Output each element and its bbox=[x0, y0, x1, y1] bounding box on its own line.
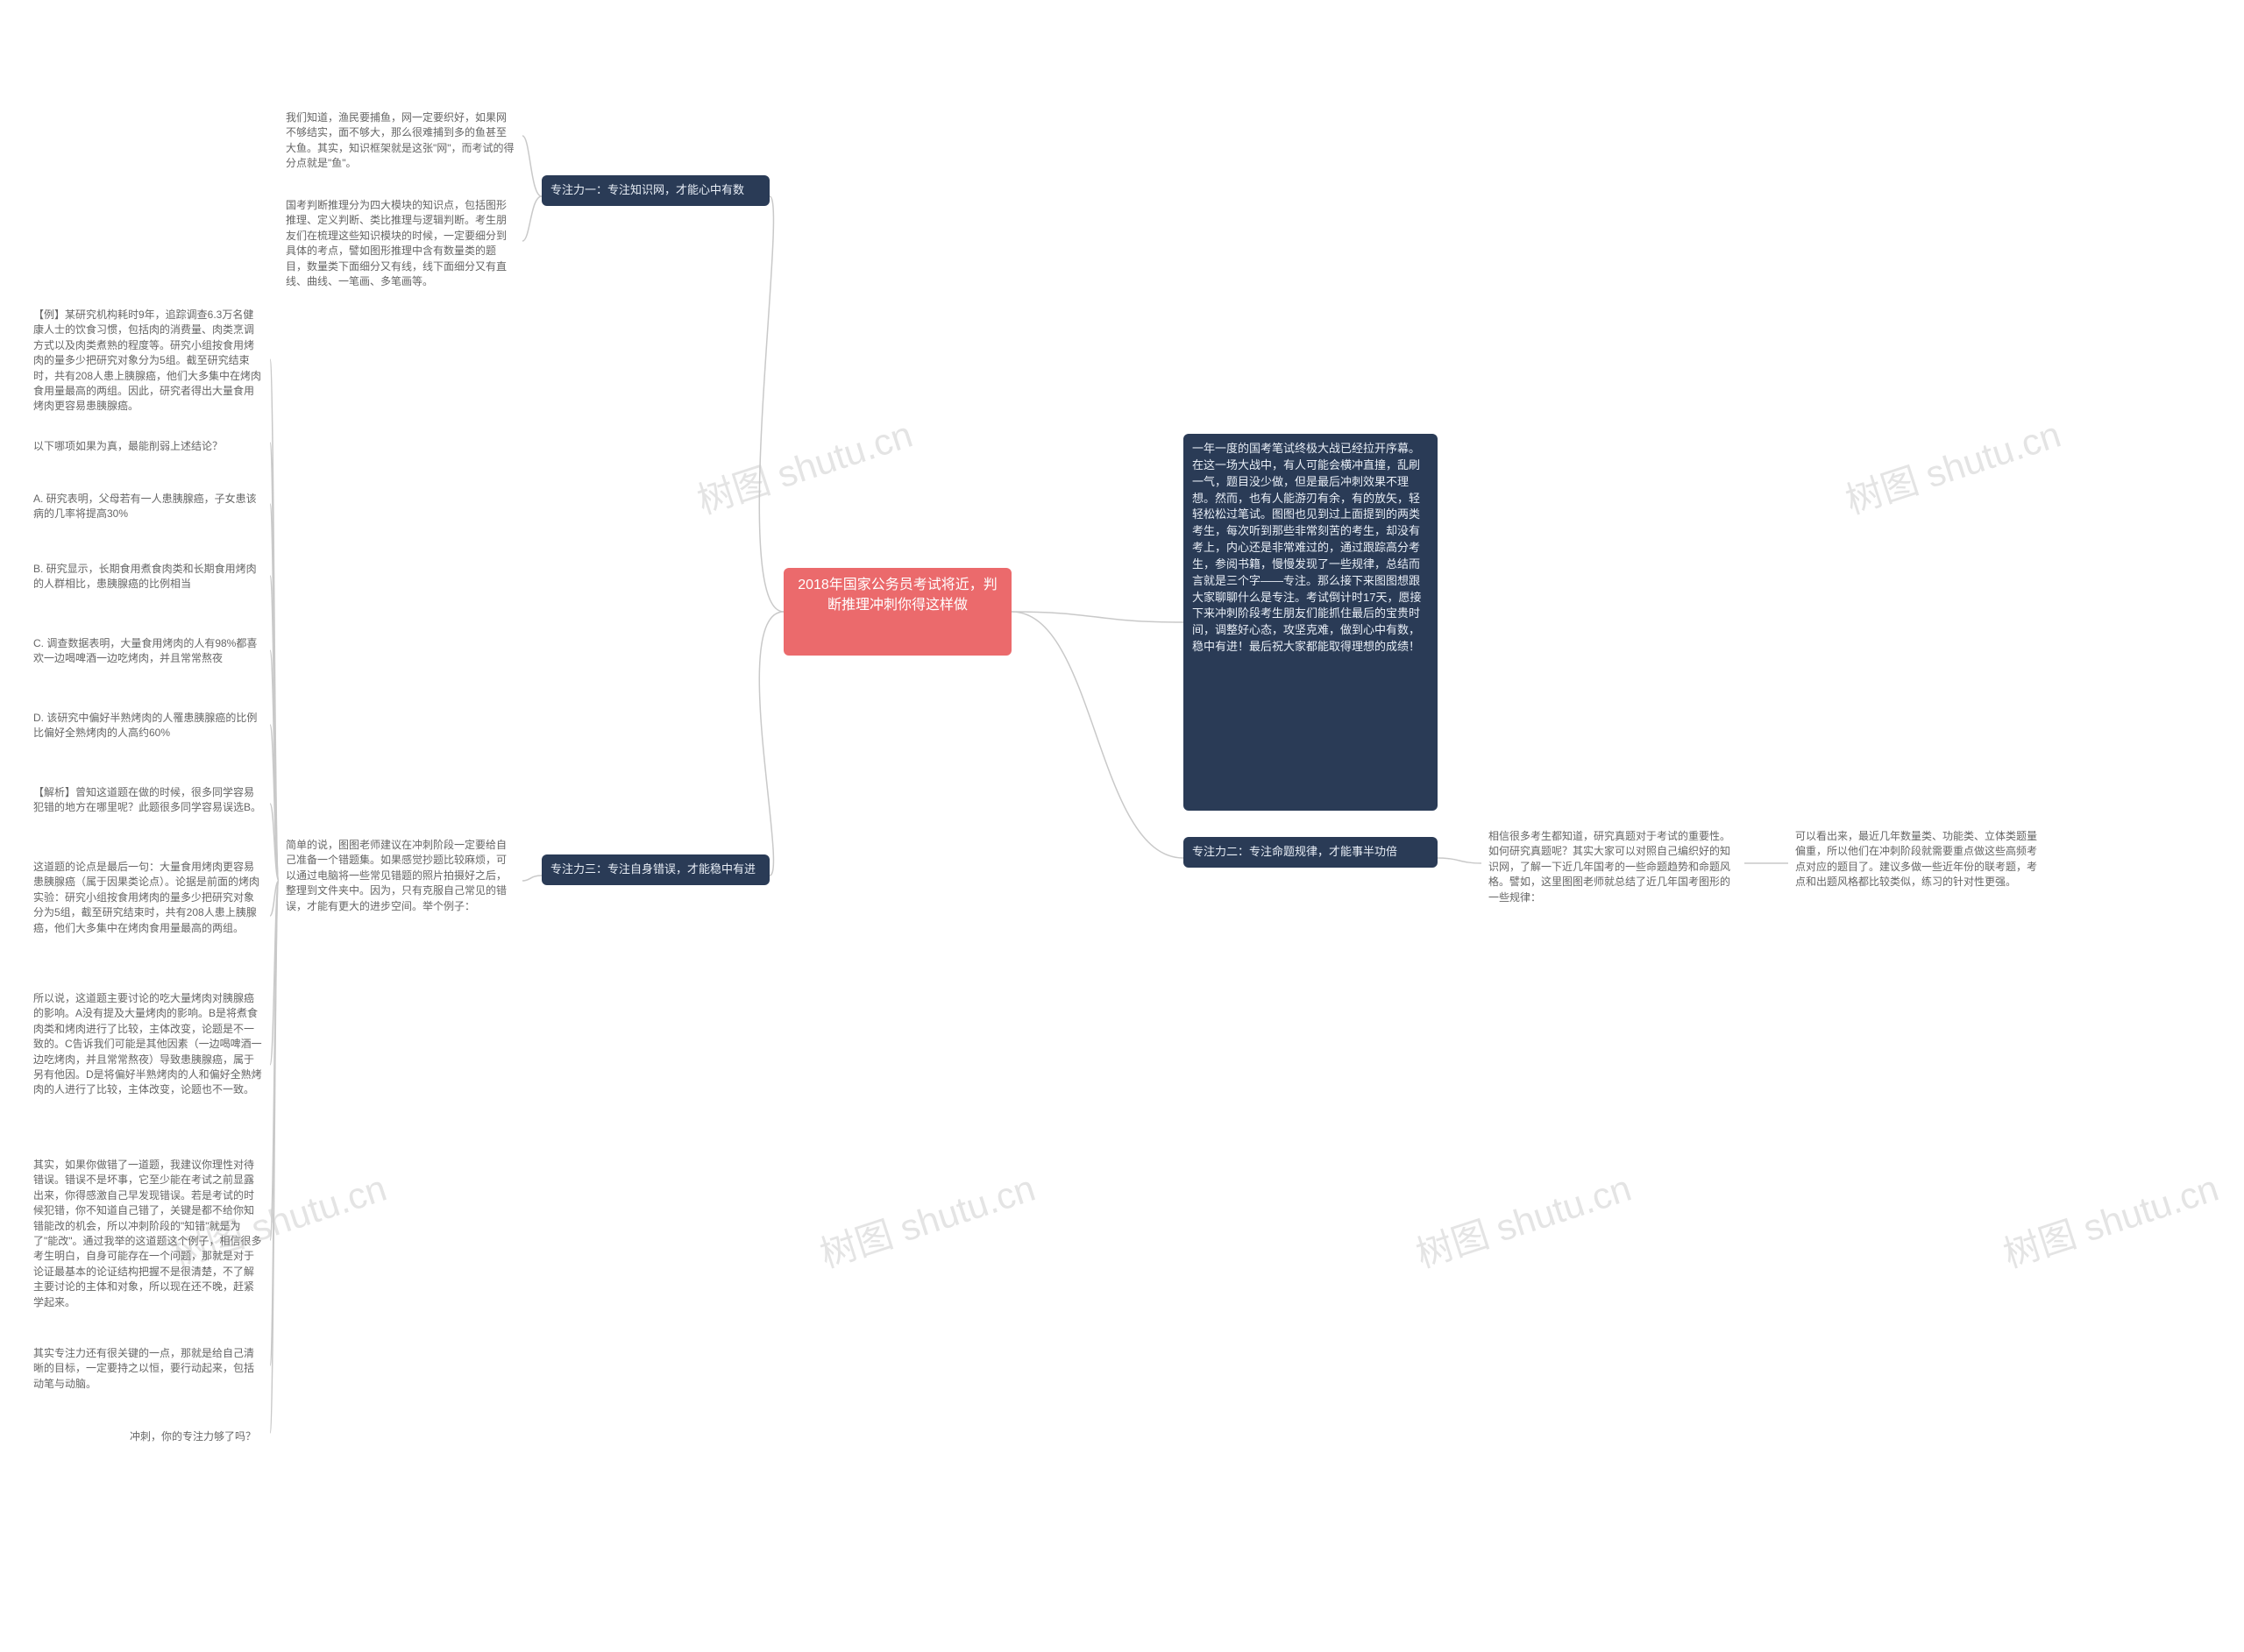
leaf-example-q: 以下哪项如果为真，最能削弱上述结论？ bbox=[26, 434, 270, 459]
leaf-example-stem: 【例】某研究机构耗时9年，追踪调查6.3万名健康人士的饮食习惯，包括肉的消费量、… bbox=[26, 302, 270, 420]
intro-block[interactable]: 一年一度的国考笔试终极大战已经拉开序幕。在这一场大战中，有人可能会横冲直撞，乱刷… bbox=[1183, 434, 1438, 811]
leaf-r2-a: 相信很多考生都知道，研究真题对于考试的重要性。如何研究真题呢？其实大家可以对照自… bbox=[1481, 824, 1744, 911]
watermark: 树图 shutu.cn bbox=[813, 1159, 1041, 1279]
watermark: 树图 shutu.cn bbox=[1838, 405, 2067, 525]
leaf-l1-a: 我们知道，渔民要捕鱼，网一定要织好，如果网不够结实，面不够大，那么很难捕到多的鱼… bbox=[279, 105, 522, 177]
watermark: 树图 shutu.cn bbox=[690, 405, 919, 525]
mindmap-canvas: 树图 shutu.cn 树图 shutu.cn 树图 shutu.cn 树图 s… bbox=[0, 0, 2244, 1652]
leaf-closing: 冲刺，你的专注力够了吗？ bbox=[123, 1424, 270, 1450]
leaf-analysis-2: 这道题的论点是最后一句：大量食用烤肉更容易患胰腺癌（属于因果类论点）。论据是前面… bbox=[26, 854, 270, 941]
branch-focus-1[interactable]: 专注力一：专注知识网，才能心中有数 bbox=[542, 175, 770, 206]
leaf-r2-b: 可以看出来，最近几年数量类、功能类、立体类题量偏重，所以他们在冲刺阶段就需要重点… bbox=[1788, 824, 2051, 896]
leaf-analysis-1: 【解析】曾知这道题在做的时候，很多同学容易犯错的地方在哪里呢？此题很多同学容易误… bbox=[26, 780, 270, 821]
leaf-option-a: A. 研究表明，父母若有一人患胰腺癌，子女患该病的几率将提高30% bbox=[26, 486, 270, 528]
leaf-option-d: D. 该研究中偏好半熟烤肉的人罹患胰腺癌的比例比偏好全熟烤肉的人高约60% bbox=[26, 705, 270, 747]
leaf-l1-b: 国考判断推理分为四大模块的知识点，包括图形推理、定义判断、类比推理与逻辑判断。考… bbox=[279, 193, 522, 294]
leaf-analysis-5: 其实专注力还有很关键的一点，那就是给自己清晰的目标，一定要持之以恒，要行动起来，… bbox=[26, 1341, 270, 1397]
watermark: 树图 shutu.cn bbox=[1409, 1159, 1637, 1279]
leaf-l3-intro: 简单的说，图图老师建议在冲刺阶段一定要给自己准备一个错题集。如果感觉抄题比较麻烦… bbox=[279, 833, 522, 919]
watermark: 树图 shutu.cn bbox=[1996, 1159, 2225, 1279]
branch-focus-3[interactable]: 专注力三：专注自身错误，才能稳中有进 bbox=[542, 854, 770, 885]
leaf-option-b: B. 研究显示，长期食用煮食肉类和长期食用烤肉的人群相比，患胰腺癌的比例相当 bbox=[26, 557, 270, 598]
leaf-analysis-4: 其实，如果你做错了一道题，我建议你理性对待错误。错误不是坏事，它至少能在考试之前… bbox=[26, 1152, 270, 1315]
leaf-analysis-3: 所以说，这道题主要讨论的吃大量烤肉对胰腺癌的影响。A没有提及大量烤肉的影响。B是… bbox=[26, 986, 270, 1103]
branch-focus-2[interactable]: 专注力二：专注命题规律，才能事半功倍 bbox=[1183, 837, 1438, 868]
leaf-option-c: C. 调查数据表明，大量食用烤肉的人有98%都喜欢一边喝啤酒一边吃烤肉，并且常常… bbox=[26, 631, 270, 672]
root-node[interactable]: 2018年国家公务员考试将近，判断推理冲刺你得这样做 bbox=[784, 568, 1012, 656]
